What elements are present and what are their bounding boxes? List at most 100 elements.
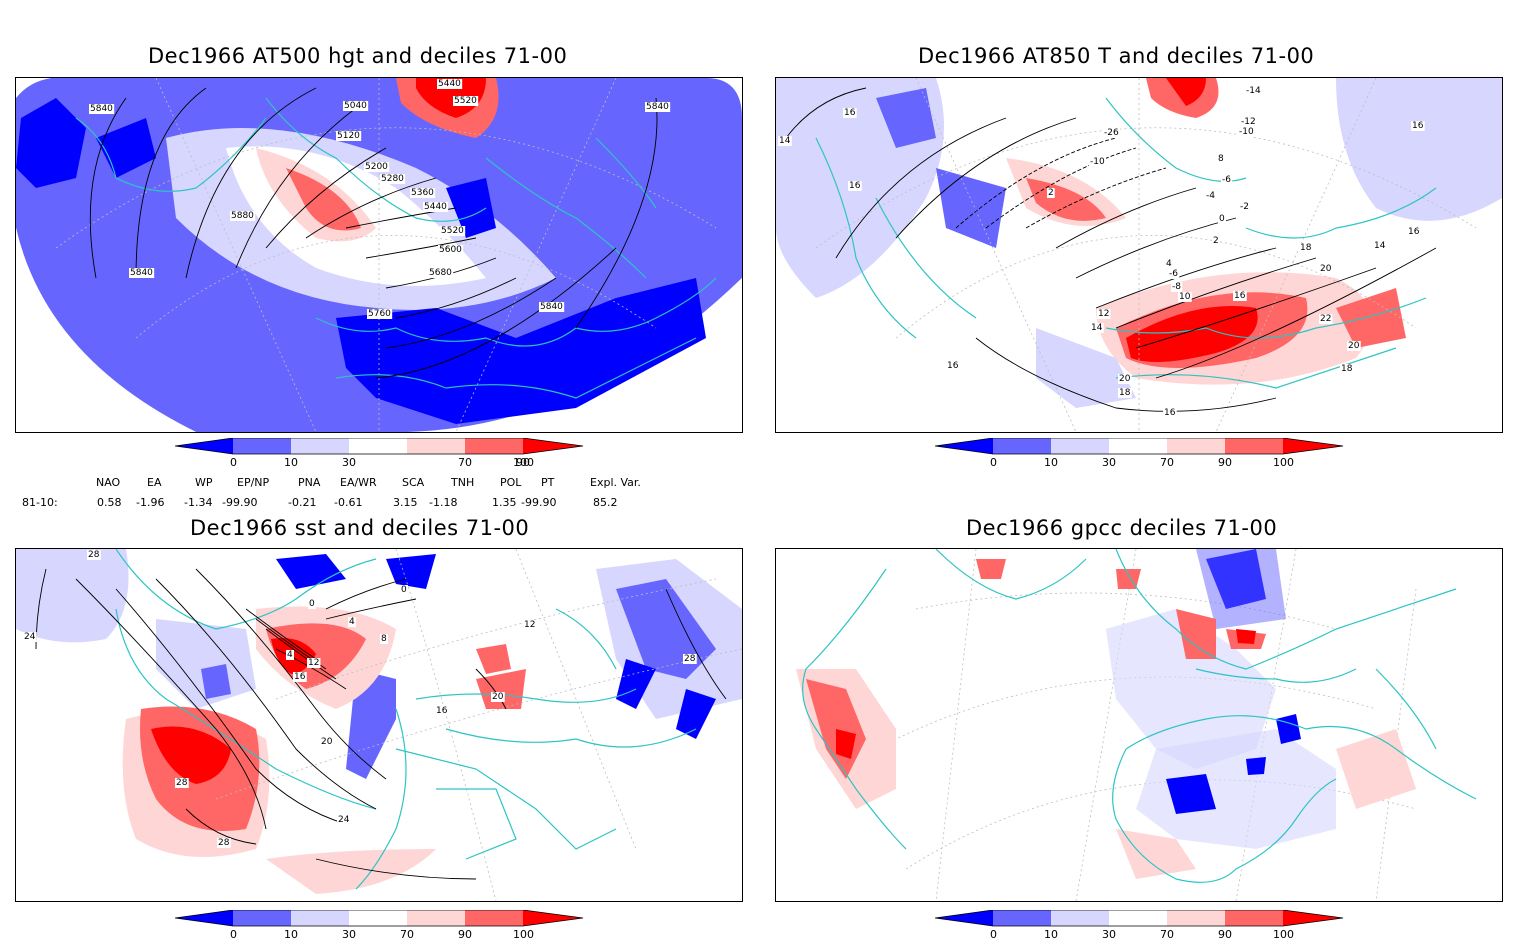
anomaly-light-blue-mid (156, 619, 256, 709)
contour-labels: 28 24 0 4 0 8 4 12 16 20 24 28 28 16 20 … (23, 550, 697, 848)
contour-label: 5520 (441, 226, 464, 236)
contour-label: 5280 (381, 174, 404, 184)
colorbar-tick-label: 100 (1273, 456, 1294, 468)
index-header-expl-var: Expl. Var. (590, 476, 641, 489)
anomaly-light-red-south (266, 849, 436, 894)
colorbar-svg: 0 10 30 70 90 100 (174, 437, 584, 469)
colorbar-tick-label: 10 (1044, 928, 1058, 940)
contour-label-bg (1118, 388, 1132, 398)
colorbar-segment-3 (349, 438, 407, 454)
index-value-expl-var: 85.2 (593, 496, 618, 509)
contour-label-bg (491, 692, 505, 702)
contour-label-bg (308, 599, 316, 609)
contour-label-bg (1373, 241, 1387, 251)
colorbar-segment-6 (1283, 438, 1343, 454)
colorbar-tick-label: 0 (230, 456, 237, 468)
colorbar-segment-2 (1051, 910, 1109, 926)
anomaly-light-red-africa (1116, 829, 1196, 879)
contour-label: -4 (1206, 191, 1215, 201)
colorbar-segment-6 (1283, 910, 1343, 926)
contour-label-bg (946, 361, 960, 371)
contour-label-bg (1165, 259, 1173, 269)
contour-label: 8 (381, 634, 387, 644)
anomaly-deep-red-pacific (151, 726, 231, 784)
colorbar-t850: 0 10 30 70 90 100 (934, 437, 1345, 469)
contour-label: 18 (1119, 388, 1131, 398)
coastlines (115, 549, 697, 890)
contour-label: 5440 (438, 79, 461, 89)
contour-label: 5840 (90, 104, 113, 114)
anomaly-red (1026, 178, 1106, 221)
contour-label-bg (438, 245, 464, 255)
colorbar-tick-label: 30 (1102, 928, 1116, 940)
contour-label: 20 (492, 692, 504, 702)
index-value-epnp: -99.90 (222, 496, 258, 509)
contour-label: 16 (947, 361, 959, 371)
contour-label-bg (217, 838, 231, 848)
colorbar-sst: 0 10 30 70 90 100 (174, 909, 585, 941)
colorbar-tick-label: 70 (1160, 456, 1174, 468)
index-header-sca: SCA (402, 476, 425, 489)
panel-title-t850: Dec1966 AT850 T and deciles 71-00 (918, 44, 1315, 68)
index-value-eawr: -0.61 (334, 496, 363, 509)
contour-label-bg (286, 650, 294, 660)
contour-label: -26 (1104, 128, 1119, 138)
anomaly-red-med (476, 644, 511, 674)
index-value-wp: -1.34 (184, 496, 213, 509)
colorbar-segment-6 (523, 910, 583, 926)
index-value-nao: 0.58 (97, 496, 122, 509)
anomaly-light-blue-east (1336, 78, 1502, 221)
contour-label: 16 (294, 672, 306, 682)
contour-label-bg (1090, 323, 1104, 333)
coastlines (75, 97, 717, 399)
anomaly-light-blue-west (16, 549, 129, 643)
contour-label: -8 (1172, 282, 1181, 292)
colorbar-tick-label: 90 (458, 928, 472, 940)
contour-label: 16 (1234, 291, 1246, 301)
colorbar-segment-6 (523, 438, 583, 454)
colorbar-outline (934, 909, 1344, 927)
contour-label: 0 (309, 599, 315, 609)
contour-label-bg (1233, 291, 1247, 301)
colorbar-segment-0 (175, 910, 233, 926)
colorbar-outline (174, 437, 584, 455)
contour-label: 16 (1412, 121, 1424, 131)
contour-label-bg (683, 654, 697, 664)
colorbar-svg: 0 10 30 70 90 100 (934, 909, 1344, 941)
anomaly-red-east (1336, 288, 1406, 348)
colorbar-svg: 0 10 30 70 90 100 (174, 909, 584, 941)
contour-label: 12 (308, 658, 319, 668)
anomaly-deep-blue-east2 (676, 689, 716, 739)
colorbar-segment-4 (1167, 910, 1225, 926)
contour-label: 5040 (344, 101, 367, 111)
contour-label-bg (380, 174, 406, 184)
colorbar-segment-1 (233, 438, 291, 454)
map-gpcc (796, 549, 1477, 901)
contour-label-bg (539, 302, 565, 312)
contour-label-bg (400, 585, 408, 595)
contour-label: 28 (176, 778, 188, 788)
contour-label: 4 (1166, 259, 1172, 269)
colorbar-outline (934, 437, 1344, 455)
teleconnection-index-table: NAO EA WP EP/NP PNA EA/WR SCA TNH POL PT… (0, 476, 760, 512)
contour-label-bg (1319, 314, 1333, 324)
contour-label-bg (645, 102, 671, 112)
colorbar-tick-label: 10 (1044, 456, 1058, 468)
contour-label-bg (337, 815, 351, 825)
contour-label-bg (1340, 364, 1354, 374)
colorbar-tick-label: 0 (990, 928, 997, 940)
contour-label: 8 (1218, 154, 1224, 164)
anomaly-light-blue-south (1036, 328, 1136, 408)
contour-label-bg (380, 634, 388, 644)
contour-label-bg (1171, 282, 1183, 292)
contour-label-bg (1238, 127, 1255, 137)
anomaly-light-blue-south (1136, 729, 1336, 849)
colorbar-tick-label: 70 (458, 456, 472, 468)
contour-label-bg (1221, 175, 1233, 185)
contour-label: 10 (1179, 292, 1191, 302)
map-panel-sst: 28 24 0 4 0 8 4 12 16 20 24 28 28 16 20 … (15, 548, 743, 902)
contour-label: 16 (849, 181, 861, 191)
anomaly-deep-red-europe (1236, 629, 1256, 644)
contour-label-bg (1047, 188, 1055, 198)
contour-label-bg (453, 96, 479, 106)
